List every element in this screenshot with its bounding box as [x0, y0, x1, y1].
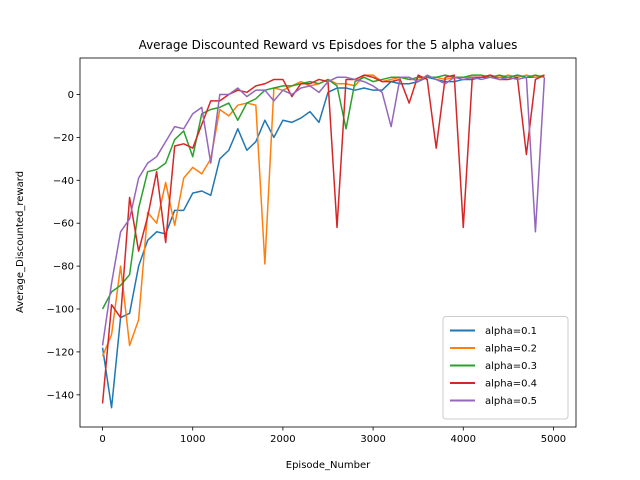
y-tick-label: −20	[53, 133, 74, 144]
y-axis-label: Average_Discounted_reward	[15, 171, 26, 313]
legend: alpha=0.1 alpha=0.2 alpha=0.3 alpha=0.4 alph…	[442, 316, 569, 420]
y-tick-label: −40	[53, 176, 74, 187]
x-tick-label: 1000	[180, 434, 205, 445]
x-axis: 0 1000 2000 3000 4000 5000	[99, 427, 566, 445]
series-line-3	[101, 74, 545, 310]
series-line-1	[101, 74, 545, 409]
y-tick-label: −100	[47, 305, 74, 316]
y-tick-label: −140	[47, 390, 74, 401]
x-tick-label: 2000	[270, 434, 295, 445]
x-tick-label: 5000	[541, 434, 566, 445]
x-tick-label: 4000	[451, 434, 476, 445]
legend-label: alpha=0.4	[485, 379, 537, 390]
legend-label: alpha=0.2	[485, 344, 537, 355]
y-tick-label: −60	[53, 219, 74, 230]
chart-title: Average Discounted Reward vs Episdoes fo…	[139, 38, 518, 52]
y-tick-label: 0	[68, 90, 74, 101]
legend-box	[442, 316, 569, 420]
x-tick-label: 0	[99, 434, 105, 445]
legend-label: alpha=0.1	[485, 326, 537, 337]
plot-lines	[101, 74, 546, 409]
y-axis: −140 −120 −100 −80 −60 −40 −20 0	[47, 90, 80, 401]
legend-label: alpha=0.5	[485, 396, 537, 407]
y-tick-label: −80	[53, 262, 74, 273]
series-line-4	[101, 74, 545, 404]
legend-label: alpha=0.3	[485, 361, 537, 372]
y-tick-label: −120	[47, 347, 74, 358]
x-axis-label: Episode_Number	[286, 460, 371, 471]
plot-frame	[79, 57, 577, 428]
x-tick-label: 3000	[360, 434, 385, 445]
series-line-5	[101, 74, 546, 346]
